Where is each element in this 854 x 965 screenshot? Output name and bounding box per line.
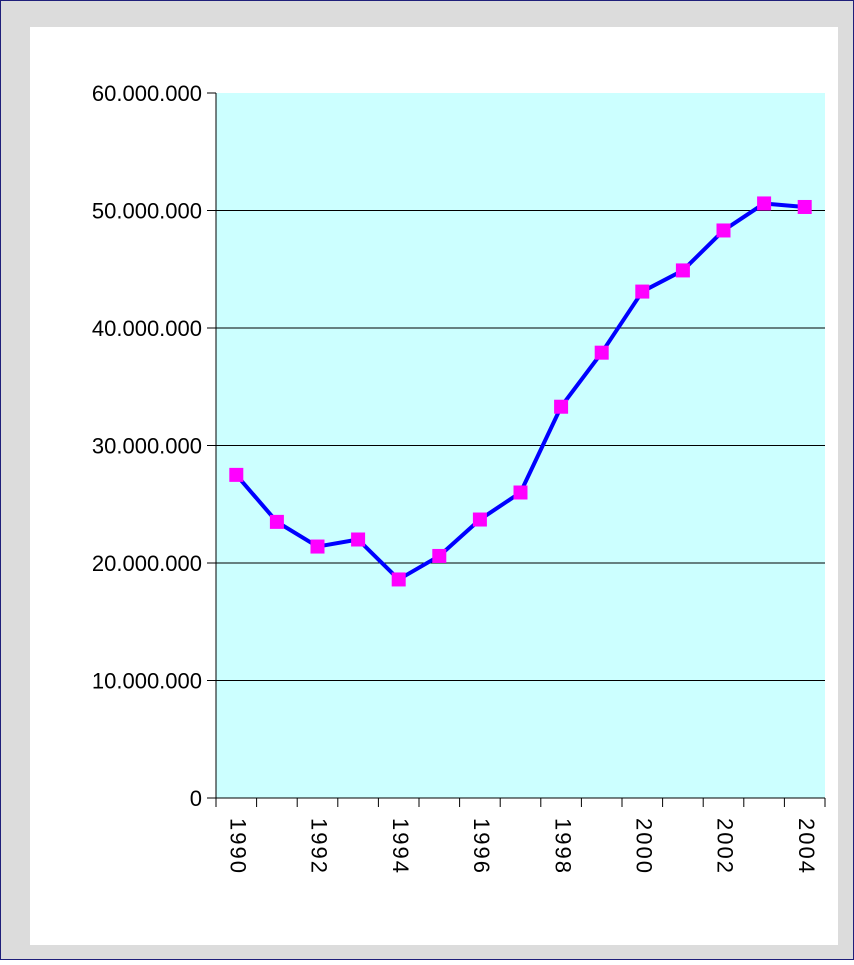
x-tick-label: 2000 xyxy=(631,818,656,875)
y-tick-label: 0 xyxy=(190,786,202,811)
x-tick-label: 1990 xyxy=(225,818,250,875)
marker xyxy=(269,514,284,529)
y-tick-label: 10.000.000 xyxy=(92,669,202,694)
marker xyxy=(310,539,325,554)
marker xyxy=(757,196,772,211)
marker xyxy=(635,284,650,299)
marker xyxy=(432,548,447,563)
x-tick-label: 1998 xyxy=(550,818,575,875)
marker xyxy=(675,263,690,278)
x-tick-label: 2002 xyxy=(713,818,738,875)
x-tick-label: 1996 xyxy=(469,818,494,875)
x-tick-label: 2004 xyxy=(794,818,819,875)
marker xyxy=(594,345,609,360)
marker xyxy=(716,223,731,238)
marker xyxy=(554,399,569,414)
marker xyxy=(391,572,406,587)
y-tick-label: 50.000.000 xyxy=(92,199,202,224)
x-tick-label: 1994 xyxy=(388,818,413,875)
marker xyxy=(513,485,528,500)
marker xyxy=(472,512,487,527)
x-tick-label: 1992 xyxy=(307,818,332,875)
y-tick-label: 40.000.000 xyxy=(92,316,202,341)
y-tick-label: 60.000.000 xyxy=(92,81,202,106)
marker xyxy=(229,467,244,482)
marker xyxy=(797,199,812,214)
y-tick-label: 30.000.000 xyxy=(92,434,202,459)
y-tick-label: 20.000.000 xyxy=(92,551,202,576)
marker xyxy=(351,532,366,547)
